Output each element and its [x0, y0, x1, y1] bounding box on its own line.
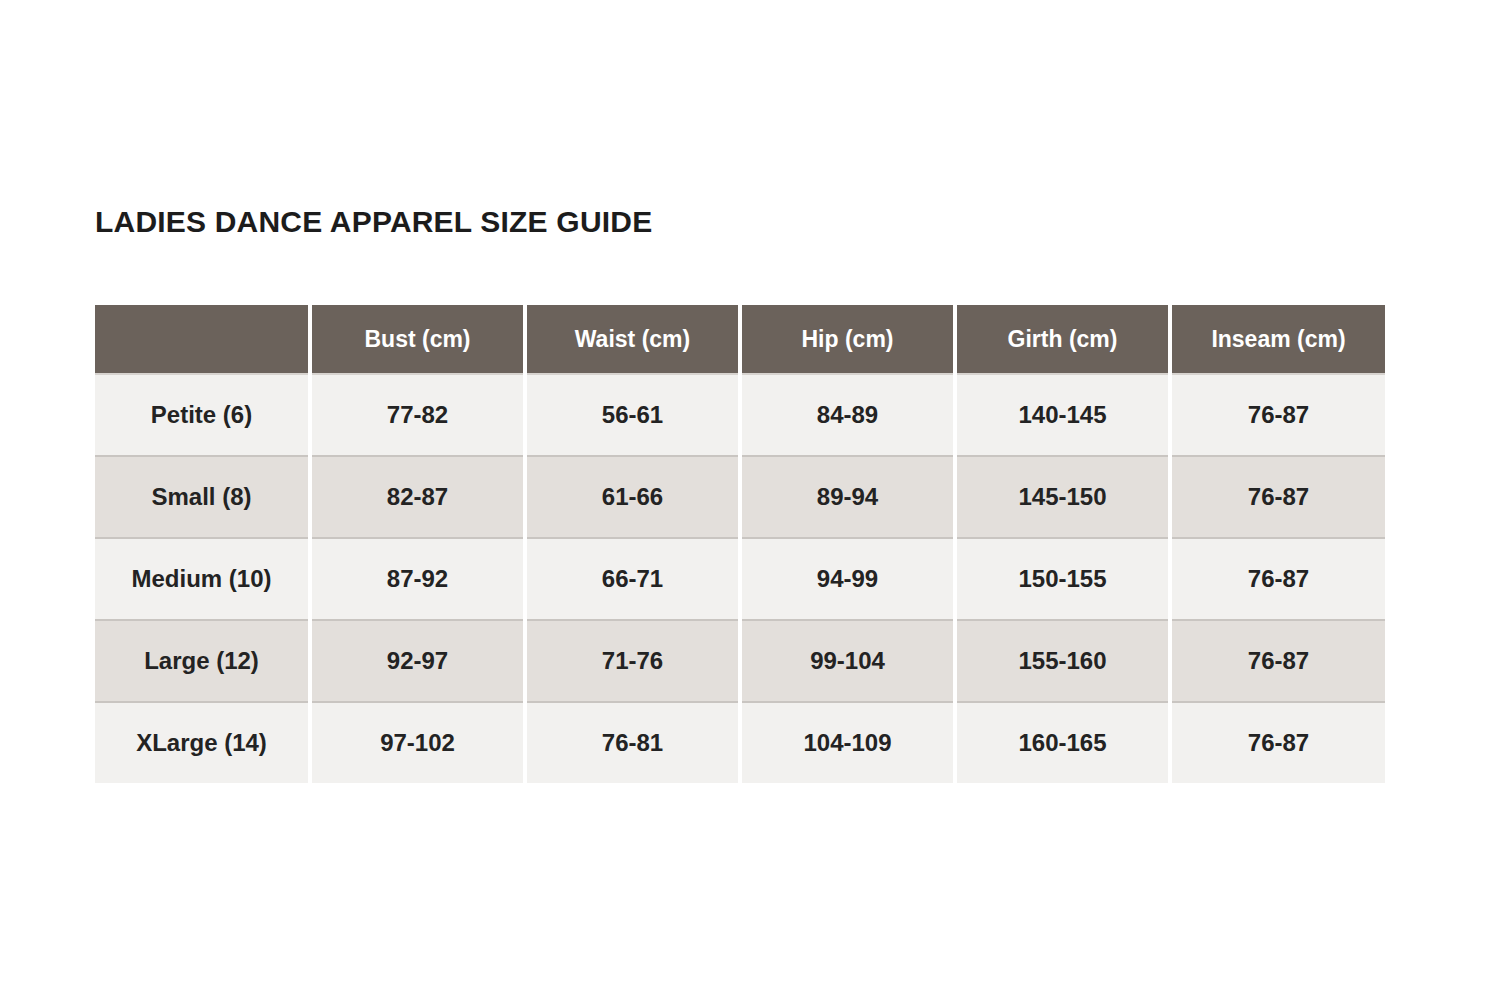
cell-waist: 76-81 [525, 702, 740, 783]
cell-inseam: 76-87 [1170, 702, 1385, 783]
cell-bust: 82-87 [310, 456, 525, 538]
header-cell-blank [95, 305, 310, 374]
row-label: Small (8) [95, 456, 310, 538]
cell-waist: 61-66 [525, 456, 740, 538]
cell-inseam: 76-87 [1170, 374, 1385, 456]
cell-waist: 56-61 [525, 374, 740, 456]
cell-hip: 104-109 [740, 702, 955, 783]
page: LADIES DANCE APPAREL SIZE GUIDE Bust (cm… [0, 0, 1500, 1000]
row-label: Medium (10) [95, 538, 310, 620]
size-guide-table: Bust (cm) Waist (cm) Hip (cm) Girth (cm)… [95, 305, 1385, 783]
header-cell-waist: Waist (cm) [525, 305, 740, 374]
table-row-small: Small (8) 82-87 61-66 89-94 145-150 76-8… [95, 456, 1385, 538]
cell-bust: 92-97 [310, 620, 525, 702]
cell-girth: 145-150 [955, 456, 1170, 538]
table-body: Petite (6) 77-82 56-61 84-89 140-145 76-… [95, 374, 1385, 783]
cell-girth: 160-165 [955, 702, 1170, 783]
header-row: Bust (cm) Waist (cm) Hip (cm) Girth (cm)… [95, 305, 1385, 374]
header-cell-bust: Bust (cm) [310, 305, 525, 374]
header-cell-girth: Girth (cm) [955, 305, 1170, 374]
row-label: Petite (6) [95, 374, 310, 456]
header-cell-hip: Hip (cm) [740, 305, 955, 374]
table-row-large: Large (12) 92-97 71-76 99-104 155-160 76… [95, 620, 1385, 702]
cell-inseam: 76-87 [1170, 538, 1385, 620]
cell-bust: 77-82 [310, 374, 525, 456]
header-cell-inseam: Inseam (cm) [1170, 305, 1385, 374]
row-label: XLarge (14) [95, 702, 310, 783]
cell-hip: 89-94 [740, 456, 955, 538]
table-header: Bust (cm) Waist (cm) Hip (cm) Girth (cm)… [95, 305, 1385, 374]
cell-hip: 99-104 [740, 620, 955, 702]
table-row-xlarge: XLarge (14) 97-102 76-81 104-109 160-165… [95, 702, 1385, 783]
cell-girth: 155-160 [955, 620, 1170, 702]
cell-waist: 71-76 [525, 620, 740, 702]
cell-waist: 66-71 [525, 538, 740, 620]
size-guide-title: LADIES DANCE APPAREL SIZE GUIDE [95, 205, 652, 239]
cell-bust: 87-92 [310, 538, 525, 620]
table-row-petite: Petite (6) 77-82 56-61 84-89 140-145 76-… [95, 374, 1385, 456]
cell-bust: 97-102 [310, 702, 525, 783]
cell-inseam: 76-87 [1170, 620, 1385, 702]
cell-inseam: 76-87 [1170, 456, 1385, 538]
cell-hip: 84-89 [740, 374, 955, 456]
cell-girth: 140-145 [955, 374, 1170, 456]
cell-girth: 150-155 [955, 538, 1170, 620]
row-label: Large (12) [95, 620, 310, 702]
table-row-medium: Medium (10) 87-92 66-71 94-99 150-155 76… [95, 538, 1385, 620]
cell-hip: 94-99 [740, 538, 955, 620]
